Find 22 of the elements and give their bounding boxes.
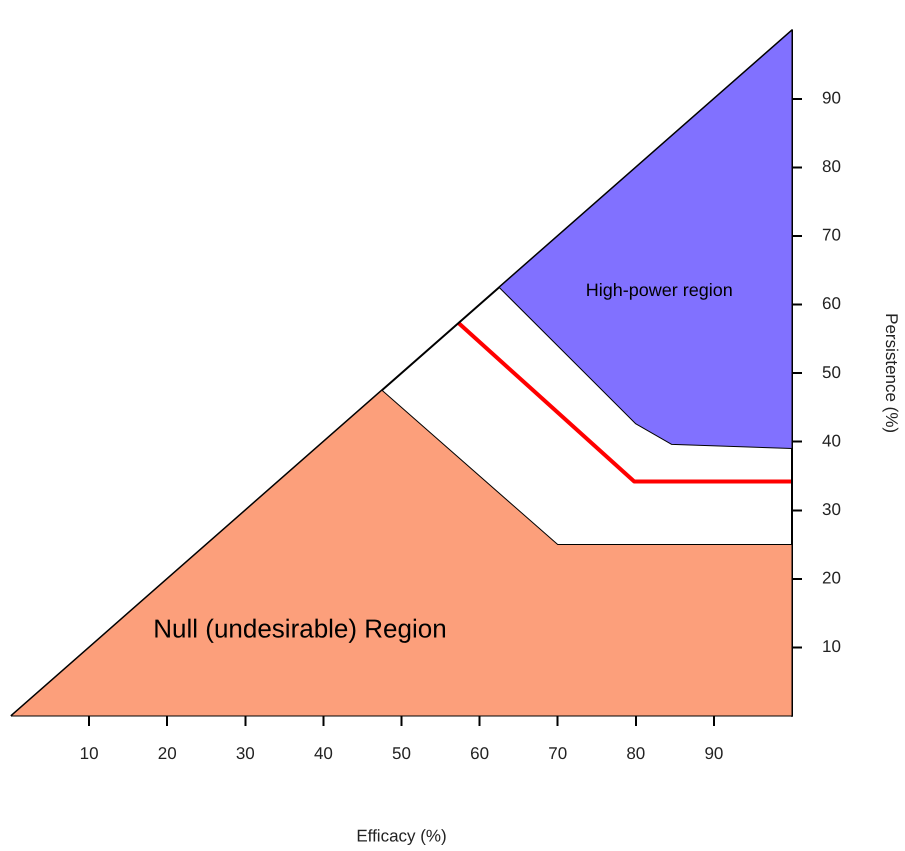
y-tick-label: 20 (822, 568, 841, 588)
y-tick-label: 40 (822, 431, 841, 450)
x-tick-label: 60 (470, 744, 490, 763)
x-tick-label: 10 (80, 744, 99, 763)
x-tick-label: 20 (158, 744, 177, 763)
y-tick-label: 50 (822, 362, 841, 382)
x-tick-label: 90 (704, 744, 724, 763)
annotation: High-power region (586, 280, 733, 300)
x-tick-label: 40 (314, 744, 333, 763)
y-tick-label: 80 (822, 157, 841, 176)
y-tick-label: 60 (822, 294, 841, 314)
x-tick-label: 30 (236, 744, 255, 763)
y-axis-title: Persistence (%) (882, 313, 902, 434)
y-tick-label: 90 (822, 88, 841, 108)
x-tick-label: 70 (548, 744, 568, 763)
y-tick-label: 10 (822, 637, 841, 656)
x-axis-title: Efficacy (%) (356, 826, 447, 846)
y-tick-label: 30 (822, 500, 841, 519)
x-tick-label: 50 (392, 744, 411, 763)
annotation: Null (undesirable) Region (153, 613, 447, 644)
y-tick-label: 70 (822, 226, 841, 245)
x-tick-label: 80 (626, 744, 646, 763)
